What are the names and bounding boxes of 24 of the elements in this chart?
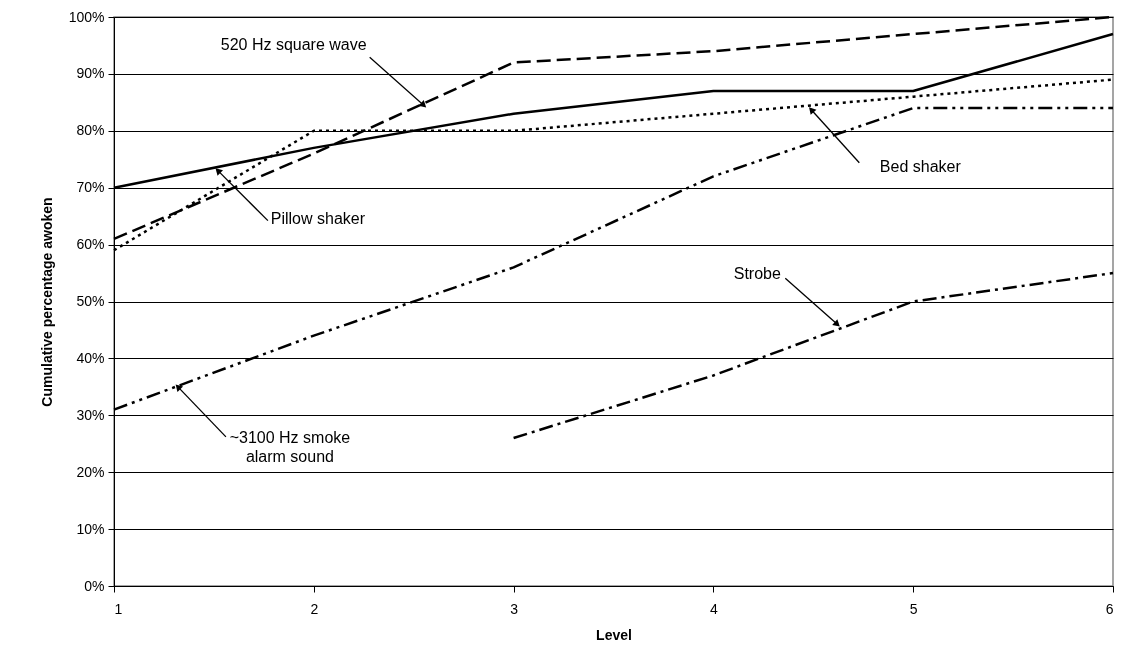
y-tick-label: 0% <box>84 577 105 594</box>
y-axis-title: Cumulative percentage awoken <box>38 197 55 407</box>
y-tick-label: 10% <box>76 520 105 537</box>
y-tick-label: 30% <box>76 406 105 423</box>
y-tick-label: 90% <box>76 65 105 82</box>
y-tick-label: 60% <box>76 236 105 253</box>
y-tick-label: 20% <box>76 463 105 480</box>
x-tick-label: 3 <box>510 600 519 617</box>
annotation: Bed shaker <box>879 157 962 175</box>
x-tick-label: 2 <box>310 600 319 617</box>
y-tick-label: 40% <box>76 349 105 366</box>
x-tick-label: 6 <box>1105 600 1114 617</box>
annotation: ~3100 Hz smoke alarm sound <box>229 428 351 465</box>
annotation: Strobe <box>733 265 781 283</box>
y-tick-label: 70% <box>76 179 105 196</box>
y-tick-label: 100% <box>68 8 105 25</box>
y-tick-label: 80% <box>76 122 105 139</box>
annotation: Pillow shaker <box>270 209 366 227</box>
x-tick-label: 4 <box>710 600 718 617</box>
y-tick-label: 50% <box>76 293 105 309</box>
x-tick-label: 5 <box>909 600 918 617</box>
annotation: 520 Hz square wave <box>220 36 367 54</box>
x-tick-label: 1 <box>114 600 123 617</box>
x-axis-title: Level <box>596 626 632 643</box>
